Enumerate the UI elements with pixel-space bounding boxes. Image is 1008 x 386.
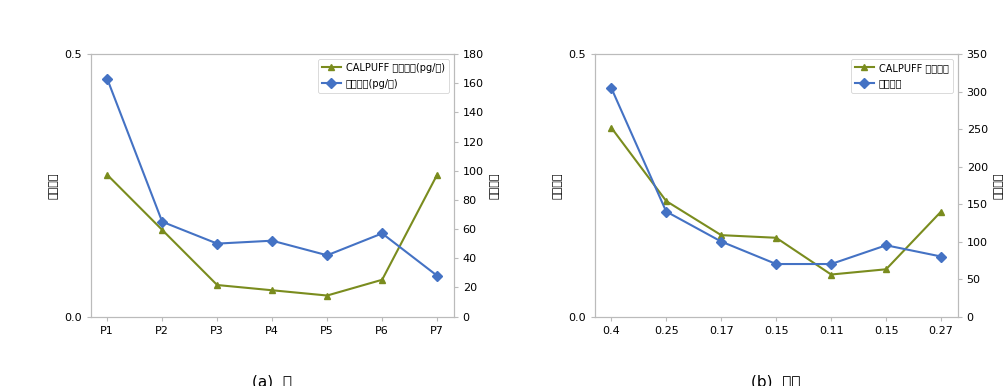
Line: CALPUFF 모델결과(pg/㎥): CALPUFF 모델결과(pg/㎥) — [104, 171, 440, 299]
CALPUFF 모델결과 — [935, 209, 948, 214]
CALPUFF 모델결과(pg/㎥) — [266, 288, 278, 293]
Y-axis label: 실측결과: 실측결과 — [489, 172, 499, 198]
CALPUFF 모델결과 — [605, 125, 617, 130]
실측결과(pg/㎥) — [156, 219, 168, 224]
Y-axis label: 실측결과: 실측결과 — [993, 172, 1003, 198]
Legend: CALPUFF 모델결과, 실측결과: CALPUFF 모델결과, 실측결과 — [851, 59, 953, 93]
Line: CALPUFF 모델결과: CALPUFF 모델결과 — [608, 124, 944, 278]
실측결과 — [660, 209, 672, 214]
실측결과(pg/㎥) — [101, 76, 113, 81]
실측결과(pg/㎥) — [431, 273, 444, 278]
CALPUFF 모델결과(pg/㎥) — [376, 278, 388, 282]
실측결과 — [826, 262, 838, 266]
실측결과 — [880, 243, 892, 247]
CALPUFF 모델결과 — [660, 199, 672, 203]
Line: 실측결과: 실측결과 — [608, 84, 944, 267]
CALPUFF 모델결과 — [880, 267, 892, 272]
실측결과(pg/㎥) — [266, 239, 278, 243]
실측결과 — [715, 239, 727, 244]
CALPUFF 모델결과 — [715, 233, 727, 237]
CALPUFF 모델결과(pg/㎥) — [211, 283, 223, 287]
CALPUFF 모델결과(pg/㎥) — [156, 228, 168, 232]
CALPUFF 모델결과 — [770, 235, 782, 240]
CALPUFF 모델결과 — [826, 272, 838, 277]
Text: (b)  가을: (b) 가을 — [751, 374, 801, 386]
실측결과 — [605, 85, 617, 90]
Y-axis label: 모델결과: 모델결과 — [552, 172, 562, 198]
CALPUFF 모델결과(pg/㎥) — [431, 173, 444, 177]
Line: 실측결과(pg/㎥): 실측결과(pg/㎥) — [104, 75, 440, 279]
Text: (a)  봄: (a) 봄 — [252, 374, 292, 386]
Y-axis label: 모델결과: 모델결과 — [48, 172, 58, 198]
실측결과(pg/㎥) — [322, 253, 334, 257]
실측결과(pg/㎥) — [376, 231, 388, 236]
실측결과 — [770, 262, 782, 266]
실측결과(pg/㎥) — [211, 241, 223, 246]
실측결과 — [935, 254, 948, 259]
CALPUFF 모델결과(pg/㎥) — [101, 173, 113, 177]
CALPUFF 모델결과(pg/㎥) — [322, 293, 334, 298]
Legend: CALPUFF 모델결과(pg/㎥), 실측결과(pg/㎥): CALPUFF 모델결과(pg/㎥), 실측결과(pg/㎥) — [318, 59, 449, 93]
